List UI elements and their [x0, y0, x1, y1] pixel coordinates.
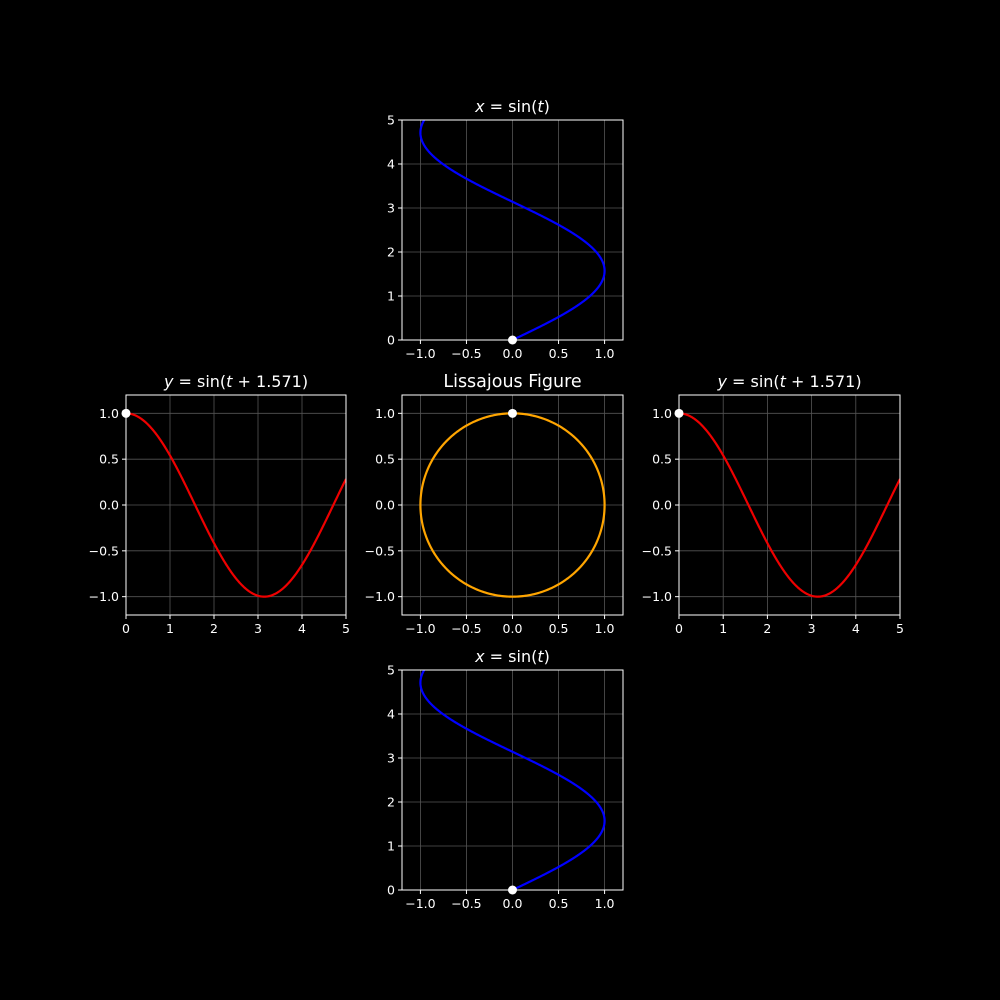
x-tick-label: −1.0 [405, 896, 435, 911]
x-tick-label: −0.5 [451, 346, 481, 361]
x-tick-label: 0 [675, 621, 683, 636]
subplot-title: y = sin(t + 1.571) [716, 372, 861, 391]
y-tick-label: 4 [387, 157, 395, 172]
y-tick-label: 5 [387, 113, 395, 128]
x-tick-label: −1.0 [405, 346, 435, 361]
y-tick-label: 1.0 [99, 406, 119, 421]
x-tick-label: 1.0 [595, 621, 615, 636]
y-tick-label: −0.5 [89, 543, 119, 558]
y-tick-label: 5 [387, 663, 395, 678]
x-tick-label: 2 [210, 621, 218, 636]
y-tick-label: −1.0 [365, 589, 395, 604]
y-tick-label: 1 [387, 289, 395, 304]
x-tick-label: 0 [122, 621, 130, 636]
x-tick-label: 0.0 [503, 621, 523, 636]
x-tick-label: −0.5 [451, 896, 481, 911]
y-tick-label: 2 [387, 795, 395, 810]
series-line-top [419, 120, 606, 340]
y-tick-label: 0.5 [99, 452, 119, 467]
y-tick-label: 1.0 [375, 406, 395, 421]
x-tick-label: 1.0 [595, 346, 615, 361]
subplot-title: x = sin(t) [474, 647, 550, 666]
x-tick-label: 0.5 [549, 896, 569, 911]
y-tick-label: 3 [387, 201, 395, 216]
x-tick-label: 4 [298, 621, 306, 636]
subplot-title: x = sin(t) [474, 97, 550, 116]
y-tick-label: −1.0 [89, 589, 119, 604]
current-point-marker [508, 408, 517, 418]
x-tick-label: 1.0 [595, 896, 615, 911]
y-tick-label: 0.0 [652, 498, 672, 513]
series-line-center [419, 412, 606, 598]
y-tick-label: 1 [387, 839, 395, 854]
x-tick-label: 5 [896, 621, 904, 636]
subplot-bottom: −1.0 −0.5 0.0 0.5 1.0 0 1 2 3 4 5 x = sin(t) [387, 647, 624, 911]
y-tick-label: 0 [387, 333, 395, 348]
x-tick-label: 3 [254, 621, 262, 636]
y-tick-label: 0.5 [375, 452, 395, 467]
subplot-top: −1.0 −0.5 0.0 0.5 1.0 0 1 2 3 4 5 x = sin(t) [387, 97, 624, 361]
x-tick-label: −0.5 [451, 621, 481, 636]
series-line-bottom [419, 670, 606, 890]
subplot-left: 0 1 2 3 4 5 −1.0 −0.5 0.0 0.5 1.0 y = sin(t + 1.571… [89, 372, 350, 636]
y-tick-label: −0.5 [365, 543, 395, 558]
x-tick-label: 5 [342, 621, 350, 636]
y-tick-label: 1.0 [652, 406, 672, 421]
y-tick-label: −0.5 [642, 543, 672, 558]
y-tick-label: 0.0 [375, 498, 395, 513]
y-tick-label: 0.5 [652, 452, 672, 467]
y-tick-label: 0 [387, 883, 395, 898]
subplot-title: y = sin(t + 1.571) [163, 372, 308, 391]
x-tick-label: 4 [852, 621, 860, 636]
subplot-right: 0 1 2 3 4 5 −1.0 −0.5 0.0 0.5 1.0 y = sin(t + 1.571… [642, 372, 904, 636]
y-tick-label: −1.0 [642, 589, 672, 604]
subplot-title: Lissajous Figure [443, 372, 581, 392]
x-tick-label: 0.0 [503, 896, 523, 911]
x-tick-label: 2 [763, 621, 771, 636]
y-tick-label: 4 [387, 707, 395, 722]
x-tick-label: 3 [808, 621, 816, 636]
y-tick-label: 2 [387, 245, 395, 260]
series-line-left [126, 412, 346, 598]
x-tick-label: 0.0 [503, 346, 523, 361]
y-tick-label: 0.0 [99, 498, 119, 513]
x-tick-label: 1 [166, 621, 174, 636]
y-tick-label: 3 [387, 751, 395, 766]
subplot-center: −1.0 −0.5 0.0 0.5 1.0 −1.0 −0.5 0.0 0.5 1.0 Lissaj… [365, 372, 624, 636]
x-tick-label: 0.5 [549, 621, 569, 636]
x-tick-label: 0.5 [549, 346, 569, 361]
series-line-right [679, 412, 900, 598]
x-tick-label: −1.0 [405, 621, 435, 636]
x-tick-label: 1 [719, 621, 727, 636]
